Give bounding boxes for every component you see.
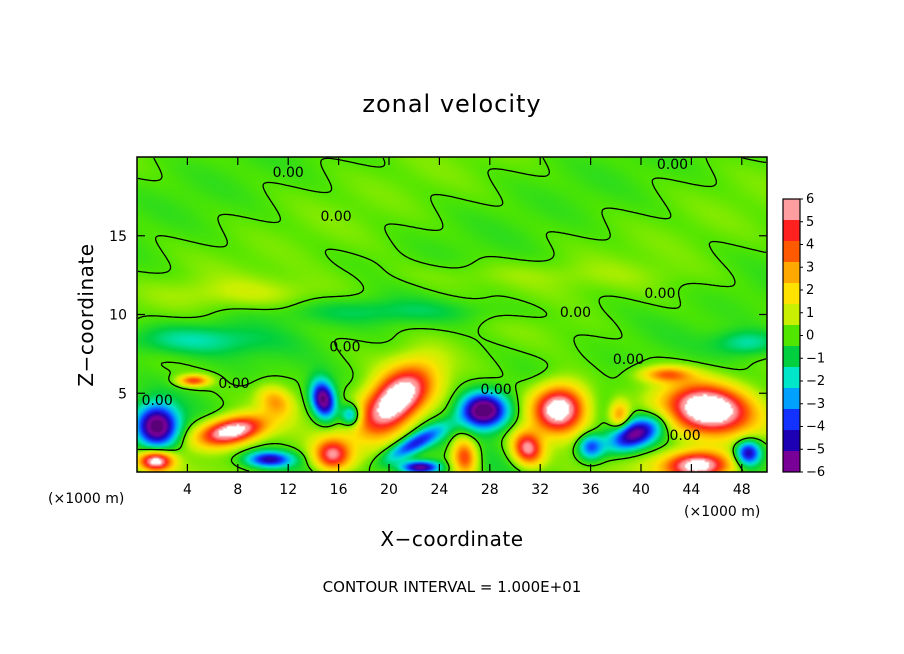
colorbar-label: −6: [806, 465, 825, 480]
contour-label: 0.00: [273, 165, 304, 181]
x-axis-unit-right: (×1000 m): [684, 504, 760, 520]
x-tick-label: 24: [430, 482, 448, 498]
y-tick-label: 15: [109, 229, 127, 245]
x-tick-label: 8: [233, 482, 242, 498]
plot-area: 0.00 0.00 0.00 0.00 0.00 0.00 0.00 0.00 0.00 0.00…: [136, 156, 768, 473]
colorbar: 6 5 4 3 2 1 0 −1 −2 −3 −4 −5 −6: [782, 192, 825, 480]
colorbar-label: 6: [806, 192, 814, 207]
x-axis-label: X−coordinate: [380, 527, 523, 551]
x-tick-label: 20: [380, 482, 398, 498]
x-tick-label: 4: [183, 482, 192, 498]
contour-label: 0.00: [657, 157, 688, 173]
colorbar-label: −2: [806, 374, 825, 389]
x-tick-label: 32: [531, 482, 549, 498]
colorbar-label: 5: [806, 215, 814, 230]
colorbar-label: 0: [806, 329, 814, 344]
contour-label: 0.00: [142, 393, 173, 409]
colorbar-label: 4: [806, 238, 814, 253]
contour-label: 0.00: [320, 209, 351, 225]
x-tick-label: 44: [682, 482, 700, 498]
contour-label: 0.00: [644, 286, 675, 302]
x-tick-label: 40: [632, 482, 650, 498]
colorbar-swatch: [783, 325, 800, 347]
colorbar-label: −3: [806, 397, 825, 412]
colorbar-swatch: [783, 451, 800, 473]
velocity-field-image: [137, 157, 767, 472]
contour-label: 0.00: [218, 376, 249, 392]
colorbar-swatch: [783, 409, 800, 431]
colorbar-label: 2: [806, 283, 814, 298]
colorbar-label: 1: [806, 306, 814, 321]
colorbar-swatch: [783, 262, 800, 284]
colorbar-swatch: [783, 388, 800, 410]
colorbar-swatch: [783, 241, 800, 263]
y-tick-label: 5: [118, 386, 127, 402]
zero-contour-lines: [137, 157, 767, 472]
contour-label: 0.00: [329, 340, 360, 356]
contour-interval-note: CONTOUR INTERVAL = 1.000E+01: [323, 578, 582, 596]
colorbar-label: −4: [806, 420, 825, 435]
chart-title: zonal velocity: [362, 90, 541, 118]
x-tick-label: 36: [582, 482, 600, 498]
y-axis-label: Z−coordinate: [74, 243, 98, 386]
colorbar-swatch: [783, 199, 800, 221]
colorbar-swatch: [783, 283, 800, 305]
colorbar-label: −5: [806, 442, 825, 457]
y-axis: 5 10 15: [109, 229, 767, 402]
x-tick-label: 48: [733, 482, 751, 498]
colorbar-swatch: [783, 304, 800, 326]
zero-contour-path: [137, 157, 767, 472]
contour-label: 0.00: [481, 382, 512, 398]
colorbar-swatch: [783, 220, 800, 242]
contour-label: 0.00: [670, 428, 701, 444]
colorbar-swatch: [783, 346, 800, 368]
x-axis-unit-left: (×1000 m): [48, 491, 124, 507]
contour-label: 0.00: [560, 305, 591, 321]
x-axis: 4 8 12 16 20 24 28 32 36 40 44 48: [183, 157, 751, 498]
y-tick-label: 10: [109, 308, 127, 324]
x-tick-label: 16: [330, 482, 348, 498]
x-tick-label: 12: [279, 482, 297, 498]
colorbar-swatch: [783, 430, 800, 452]
x-tick-label: 28: [481, 482, 499, 498]
colorbar-label: −1: [806, 351, 825, 366]
colorbar-swatch: [783, 367, 800, 389]
contour-labels: 0.00 0.00 0.00 0.00 0.00 0.00 0.00 0.00 0.00 0.00…: [142, 157, 701, 444]
contour-label: 0.00: [613, 352, 644, 368]
colorbar-label: 3: [806, 260, 814, 275]
